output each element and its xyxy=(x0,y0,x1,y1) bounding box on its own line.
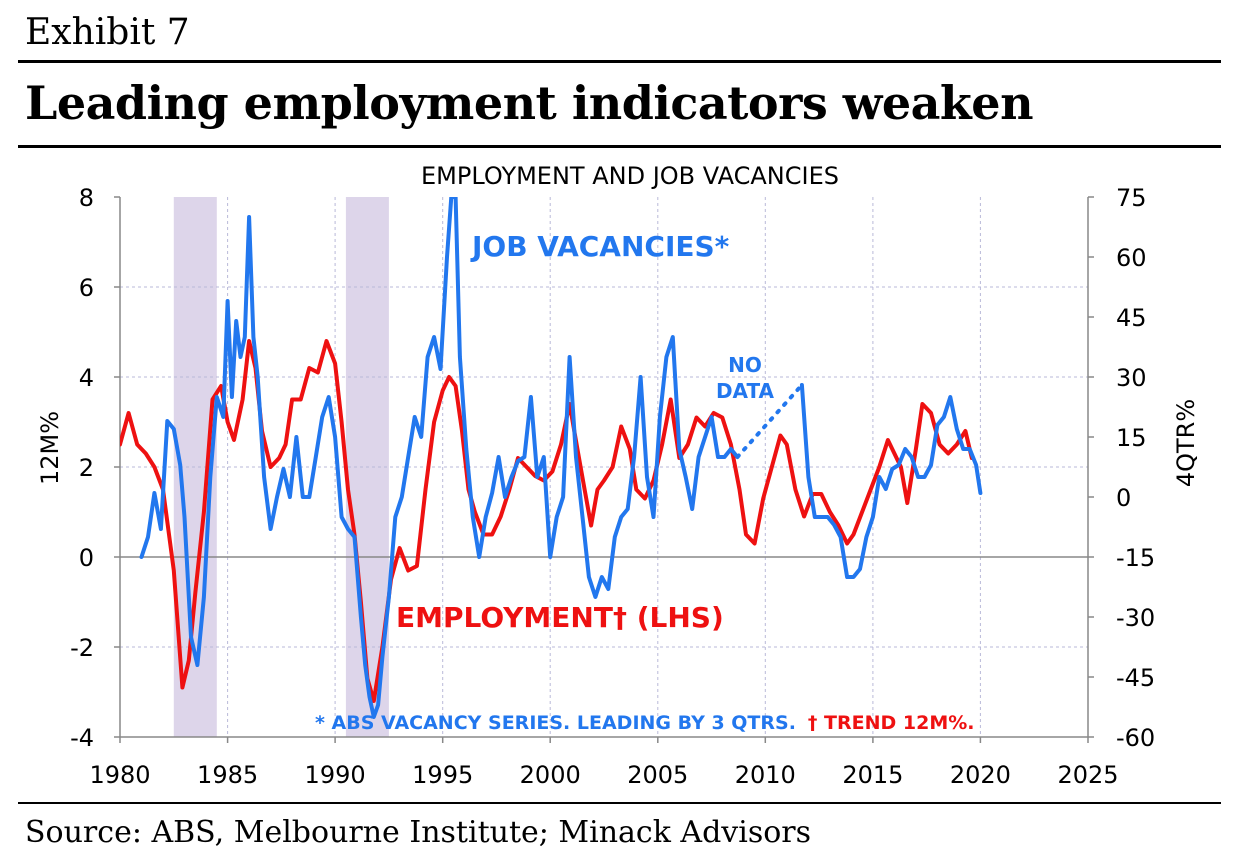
y-right-tick-label: -45 xyxy=(1116,664,1155,692)
vacancies-label: JOB VACANCIES* xyxy=(470,230,730,263)
y-left-tick-label: 4 xyxy=(79,364,94,392)
no-data-label-line1: NO xyxy=(728,353,762,377)
x-tick-label: 1985 xyxy=(197,761,258,789)
y-right-tick-label: -30 xyxy=(1116,604,1155,632)
y-right-tick-label: 75 xyxy=(1116,184,1147,212)
no-data-label-line2: DATA xyxy=(716,379,775,403)
x-tick-label: 2000 xyxy=(520,761,581,789)
footnote: * ABS VACANCY SERIES. LEADING BY 3 QTRS.… xyxy=(315,712,975,734)
y-left-tick-label: 8 xyxy=(79,184,94,212)
y-right-tick-label: 0 xyxy=(1116,484,1131,512)
no-data-connector xyxy=(735,383,804,459)
series-line-1 xyxy=(139,197,740,719)
y-axis-right-label: 4QTR% xyxy=(1172,399,1200,487)
y-left-tick-label: -2 xyxy=(70,634,94,662)
y-left-tick-label: -4 xyxy=(70,724,94,752)
x-tick-label: 1990 xyxy=(305,761,366,789)
y-left-tick-label: 6 xyxy=(79,274,94,302)
x-tick-label: 2015 xyxy=(842,761,903,789)
chart-title: EMPLOYMENT AND JOB VACANCIES xyxy=(421,162,839,190)
x-tick-label: 2020 xyxy=(950,761,1011,789)
employment-vacancies-chart: -4 -2 0 2 4 6 8 -60 -45 -30 -15 0 15 30 45 60 75 1980 1985… xyxy=(36,162,1200,789)
top-rule xyxy=(18,60,1221,63)
footnote-red: † TREND 12M%. xyxy=(808,712,975,734)
series-lines xyxy=(120,197,983,719)
title-rule xyxy=(18,145,1221,148)
y-right-tick-label: -15 xyxy=(1116,544,1155,572)
x-tick-label: 2005 xyxy=(627,761,688,789)
y-right-tick-label: -60 xyxy=(1116,724,1155,752)
y-right-tick-label: 30 xyxy=(1116,364,1147,392)
page-title: Leading employment indicators weaken xyxy=(25,76,1034,130)
x-tick-label: 1980 xyxy=(89,761,150,789)
y-left-tick-label: 0 xyxy=(79,544,94,572)
series-line-2 xyxy=(799,383,983,579)
y-right-tick-label: 60 xyxy=(1116,244,1147,272)
y-left-tick-label: 2 xyxy=(79,454,94,482)
y-axis-left-label: 12M% xyxy=(36,411,64,485)
exhibit-label: Exhibit 7 xyxy=(25,12,190,53)
y-right-tick-label: 45 xyxy=(1116,304,1147,332)
y-right-tick-label: 15 xyxy=(1116,424,1147,452)
gridlines xyxy=(120,197,1088,737)
x-tick-label: 2025 xyxy=(1057,761,1118,789)
x-tick-label: 1995 xyxy=(412,761,473,789)
source-note: Source: ABS, Melbourne Institute; Minack… xyxy=(25,815,812,850)
axes: -4 -2 0 2 4 6 8 -60 -45 -30 -15 0 15 30 45 60 75 1980 1985… xyxy=(36,162,1200,789)
footnote-blue: * ABS VACANCY SERIES. LEADING BY 3 QTRS. xyxy=(315,712,796,734)
x-tick-label: 2010 xyxy=(735,761,796,789)
employment-label: EMPLOYMENT† (LHS) xyxy=(396,601,724,634)
bottom-rule xyxy=(18,802,1221,804)
